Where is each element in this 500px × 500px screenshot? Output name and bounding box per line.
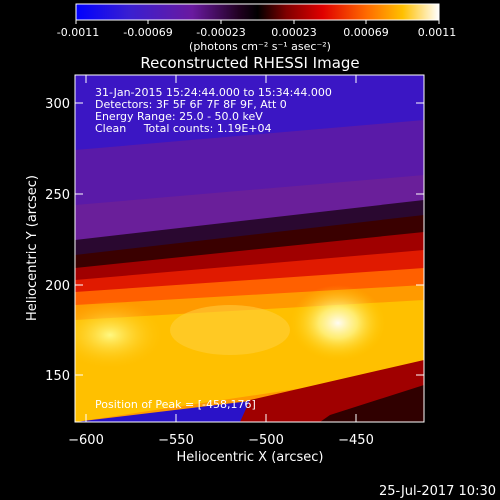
footer-timestamp: 25-Jul-2017 10:30 — [379, 484, 496, 499]
colorbar-tick-label: 0.00069 — [343, 26, 389, 39]
x-axis-label: Heliocentric X (arcsec) — [177, 450, 324, 465]
colorbar-tick-label: -0.0011 — [57, 26, 99, 39]
colorbar-tick-label: 0.0011 — [418, 26, 457, 39]
colorbar-ticks — [75, 20, 440, 24]
y-tick-label: 200 — [45, 279, 70, 294]
x-tick-label: −550 — [158, 433, 194, 448]
x-tick-label: −450 — [338, 433, 374, 448]
colorbar-units: (photons cm⁻² s⁻¹ asec⁻²) — [189, 40, 331, 53]
y-tick-label: 150 — [45, 369, 70, 384]
colorbar-tick-label: -0.00069 — [123, 26, 172, 39]
x-tick-label: −600 — [68, 433, 104, 448]
algorithm-counts: Clean Total counts: 1.19E+04 — [95, 122, 272, 135]
colorbar-tick-label: 0.00023 — [271, 26, 317, 39]
plot-title: Reconstructed RHESSI Image — [140, 54, 359, 72]
y-axis-label: Heliocentric Y (arcsec) — [25, 175, 40, 321]
rhessi-image — [75, 75, 424, 422]
x-axis-ticks — [85, 75, 357, 422]
energy-range: Energy Range: 25.0 - 50.0 keV — [95, 110, 263, 123]
plot-frame — [74, 74, 425, 423]
colorbar-tick-label: -0.00023 — [196, 26, 245, 39]
detectors: Detectors: 3F 5F 6F 7F 8F 9F, Att 0 — [95, 98, 287, 111]
colorbar — [75, 3, 440, 21]
annotation-block: 31-Jan-2015 15:24:44.000 to 15:34:44.000… — [95, 86, 332, 135]
y-axis-ticks — [75, 102, 424, 376]
peak-position: Position of Peak = [-458,176] — [95, 398, 256, 411]
x-tick-label: −500 — [248, 433, 284, 448]
time-range: 31-Jan-2015 15:24:44.000 to 15:34:44.000 — [95, 86, 332, 99]
y-tick-label: 250 — [45, 188, 70, 203]
y-tick-label: 300 — [45, 97, 70, 112]
